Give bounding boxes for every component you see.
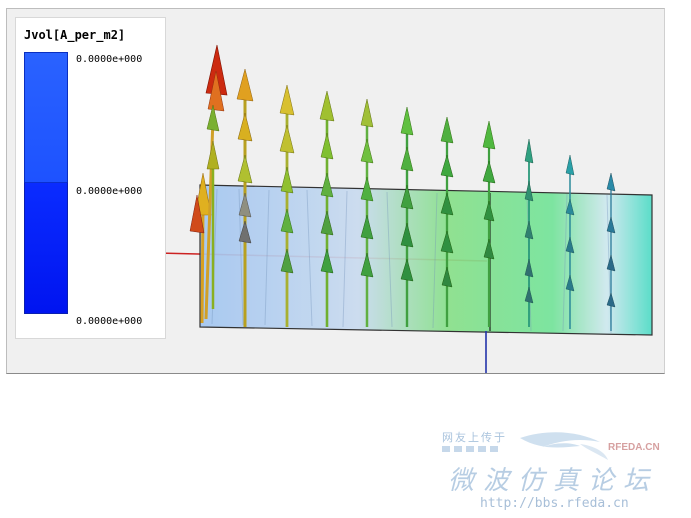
watermark-upload-text: 网友上传于 bbox=[442, 431, 507, 444]
current-vector-arrow bbox=[524, 138, 534, 327]
watermark-forum-name: 微波仿真论坛 bbox=[448, 466, 659, 496]
current-vector-arrow bbox=[319, 90, 335, 327]
current-vector-arrow bbox=[440, 116, 454, 327]
legend-label-mid: 0.0000e+000 bbox=[76, 186, 143, 197]
color-legend: Jvol[A_per_m2] 0.0000e+000 0.0000e+000 0… bbox=[15, 17, 166, 339]
current-vector-arrow bbox=[206, 104, 220, 309]
current-vector-arrow bbox=[360, 98, 374, 327]
current-vector-arrow bbox=[236, 68, 254, 327]
3d-viewport[interactable]: Jvol[A_per_m2] 0.0000e+000 0.0000e+000 0… bbox=[6, 8, 665, 374]
current-vector-arrow bbox=[482, 120, 496, 327]
legend-color-swatch-lower bbox=[24, 182, 68, 314]
legend-color-swatch-upper bbox=[24, 52, 68, 183]
legend-title: Jvol[A_per_m2] bbox=[24, 28, 126, 42]
watermark-brand: RFEDA.CN bbox=[608, 442, 660, 453]
current-vector-arrow bbox=[400, 106, 414, 327]
legend-label-max: 0.0000e+000 bbox=[76, 54, 143, 65]
site-watermark: 网友上传于 RFEDA.CN 微波仿真论坛 http://bbs.rfeda.c… bbox=[430, 420, 680, 515]
watermark-url: http://bbs.rfeda.cn bbox=[480, 496, 629, 511]
mesh-plane bbox=[199, 184, 653, 336]
current-vectors bbox=[189, 44, 616, 331]
current-vector-arrow bbox=[279, 84, 295, 327]
legend-label-min: 0.0000e+000 bbox=[76, 316, 143, 327]
current-vector-arrow bbox=[189, 194, 205, 234]
field-scene bbox=[156, 44, 653, 373]
current-vector-arrow bbox=[565, 154, 575, 329]
current-vector-arrow bbox=[606, 172, 616, 331]
bird-logo-icon bbox=[442, 432, 608, 460]
